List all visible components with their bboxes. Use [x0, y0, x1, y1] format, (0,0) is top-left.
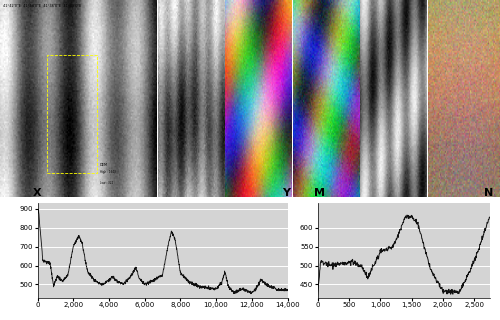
Text: N: N [484, 188, 494, 197]
Text: X: X [32, 188, 41, 197]
Text: Y: Y [282, 188, 290, 197]
Text: 41°42'0"E  41°44'0"E  41°46'0"E  41°48'0"E: 41°42'0"E 41°44'0"E 41°46'0"E 41°48'0"E [3, 4, 82, 8]
Text: (a): (a) [158, 26, 168, 33]
Text: M: M [314, 188, 325, 197]
